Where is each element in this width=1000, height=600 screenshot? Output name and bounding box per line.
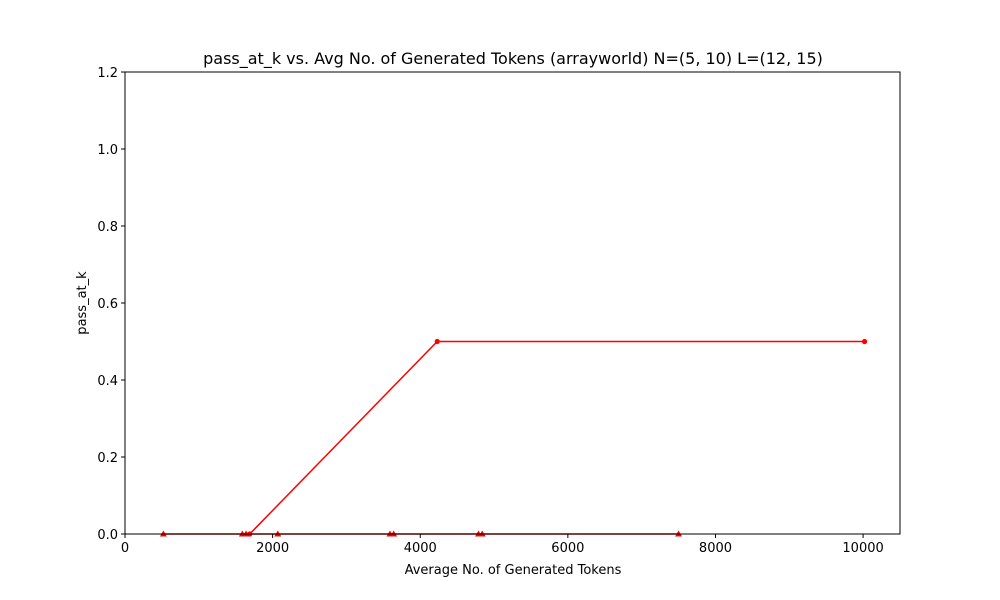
data-point [159, 530, 167, 537]
x-tick-label: 4000 [404, 541, 437, 556]
data-point [478, 530, 486, 537]
y-tick-label: 0.8 [97, 220, 118, 235]
x-tick-label: 10000 [842, 541, 883, 556]
plot-area [159, 338, 868, 537]
y-axis: 0.0 0.2 0.4 0.6 0.8 1.0 1.2 [97, 66, 125, 543]
chart-title: pass_at_k vs. Avg No. of Generated Token… [203, 49, 823, 69]
x-tick-label: 2000 [256, 541, 289, 556]
y-tick-label: 0.4 [97, 374, 118, 389]
y-tick-label: 0.2 [97, 451, 118, 466]
axes-frame [124, 71, 901, 535]
data-point [242, 530, 250, 537]
data-point [861, 338, 868, 345]
x-axis: 0 2000 4000 6000 8000 10000 [121, 534, 884, 556]
x-axis-label: Average No. of Generated Tokens [405, 563, 622, 578]
data-point [274, 530, 282, 537]
y-tick-label: 0.0 [97, 528, 118, 543]
x-tick-label: 8000 [699, 541, 732, 556]
data-point [434, 338, 440, 345]
x-tick-label: 0 [121, 541, 129, 556]
x-tick-label: 6000 [551, 541, 584, 556]
y-axis-label: pass_at_k [75, 271, 90, 335]
data-point [390, 530, 398, 537]
y-tick-label: 1.2 [97, 66, 118, 81]
data-point [675, 530, 683, 537]
series-line-1 [249, 340, 865, 535]
y-tick-label: 0.6 [97, 297, 118, 312]
y-tick-label: 1.0 [97, 143, 118, 158]
